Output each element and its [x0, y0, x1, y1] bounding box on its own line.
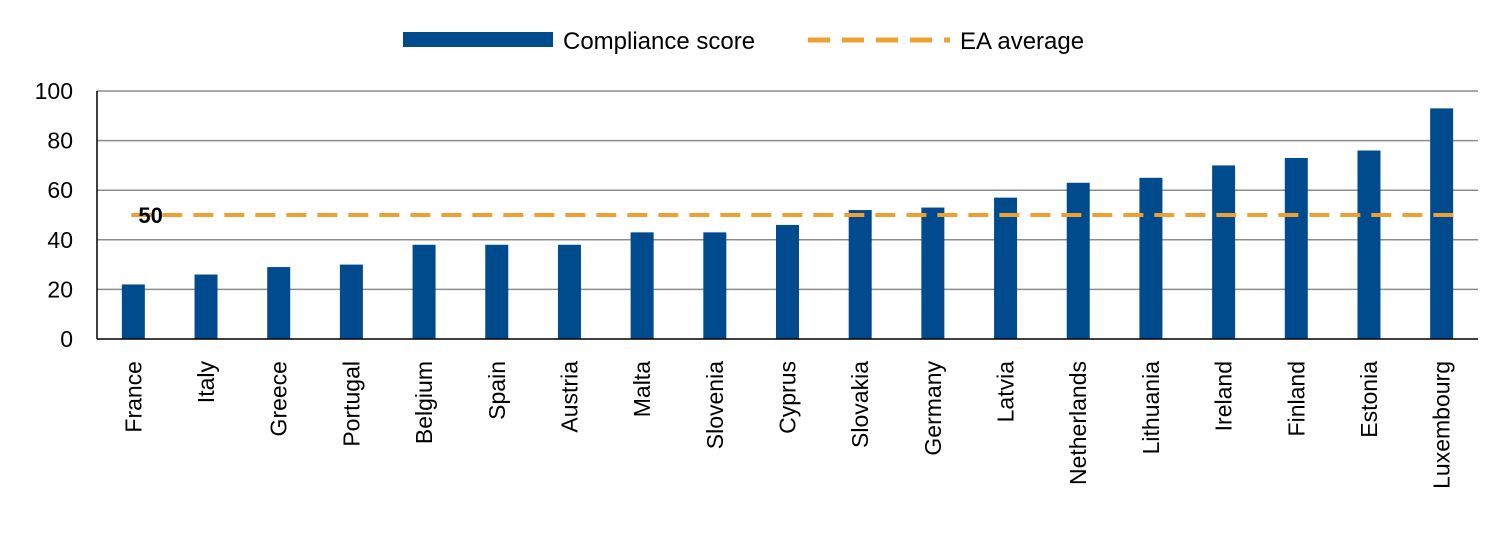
x-category-label-netherlands: Netherlands	[1065, 361, 1091, 485]
bar-finland	[1284, 157, 1308, 339]
x-category-label-cyprus: Cyprus	[775, 361, 801, 434]
bar-austria	[557, 244, 581, 339]
x-category-label-belgium: Belgium	[411, 361, 437, 444]
y-tick-label-0: 0	[60, 326, 73, 352]
bar-estonia	[1357, 150, 1381, 339]
x-category-label-slovakia: Slovakia	[847, 361, 873, 448]
y-tick-label-80: 80	[47, 128, 73, 154]
legend-label-compliance-score: Compliance score	[563, 28, 755, 55]
bar-lithuania	[1139, 177, 1163, 339]
y-tick-label-100: 100	[35, 78, 73, 104]
bar-cyprus	[776, 224, 799, 339]
legend-swatch-compliance-score	[403, 32, 553, 47]
x-category-label-greece: Greece	[266, 361, 292, 436]
bar-germany	[921, 207, 945, 339]
x-axis-category-labels: France Italy Greece Portugal Belgium Spain Aus…	[120, 361, 1454, 489]
y-tick-label-60: 60	[47, 177, 73, 203]
bar-malta	[630, 232, 654, 339]
x-category-label-austria: Austria	[556, 361, 582, 433]
bar-greece	[267, 267, 291, 339]
bar-slovakia	[848, 210, 872, 339]
legend: Compliance score EA average	[403, 28, 1084, 55]
axes	[96, 91, 1478, 340]
bar-latvia	[994, 197, 1018, 339]
bar-spain	[485, 244, 509, 339]
x-category-label-portugal: Portugal	[338, 361, 364, 447]
x-category-label-luxembourg: Luxembourg	[1429, 361, 1455, 489]
ea-average-value-label: 50	[138, 203, 162, 228]
bar-portugal	[339, 264, 363, 339]
y-tick-label-20: 20	[47, 276, 73, 302]
bar-italy	[194, 274, 218, 339]
bar-belgium	[412, 244, 436, 339]
x-category-label-lithuania: Lithuania	[1138, 361, 1164, 455]
x-category-label-slovenia: Slovenia	[702, 361, 728, 449]
x-category-label-malta: Malta	[629, 361, 655, 417]
y-axis-tick-labels: 0 20 40 60 80 100	[35, 78, 73, 352]
x-category-label-estonia: Estonia	[1356, 361, 1382, 438]
y-tick-label-40: 40	[47, 227, 73, 253]
x-category-label-italy: Italy	[193, 361, 219, 404]
bar-ireland	[1212, 165, 1236, 339]
x-category-label-germany: Germany	[920, 361, 946, 456]
bar-netherlands	[1066, 182, 1090, 339]
x-category-label-spain: Spain	[484, 361, 510, 420]
x-category-label-ireland: Ireland	[1211, 361, 1237, 431]
x-category-label-latvia: Latvia	[993, 361, 1019, 423]
bar-slovenia	[703, 232, 727, 339]
x-category-label-finland: Finland	[1283, 361, 1309, 436]
legend-label-ea-average: EA average	[960, 28, 1084, 55]
ea-average-line-group: 50	[131, 203, 1454, 228]
bar-france	[121, 284, 145, 339]
x-category-label-france: France	[120, 361, 146, 433]
bars	[121, 108, 1454, 339]
bar-luxembourg	[1430, 108, 1454, 339]
